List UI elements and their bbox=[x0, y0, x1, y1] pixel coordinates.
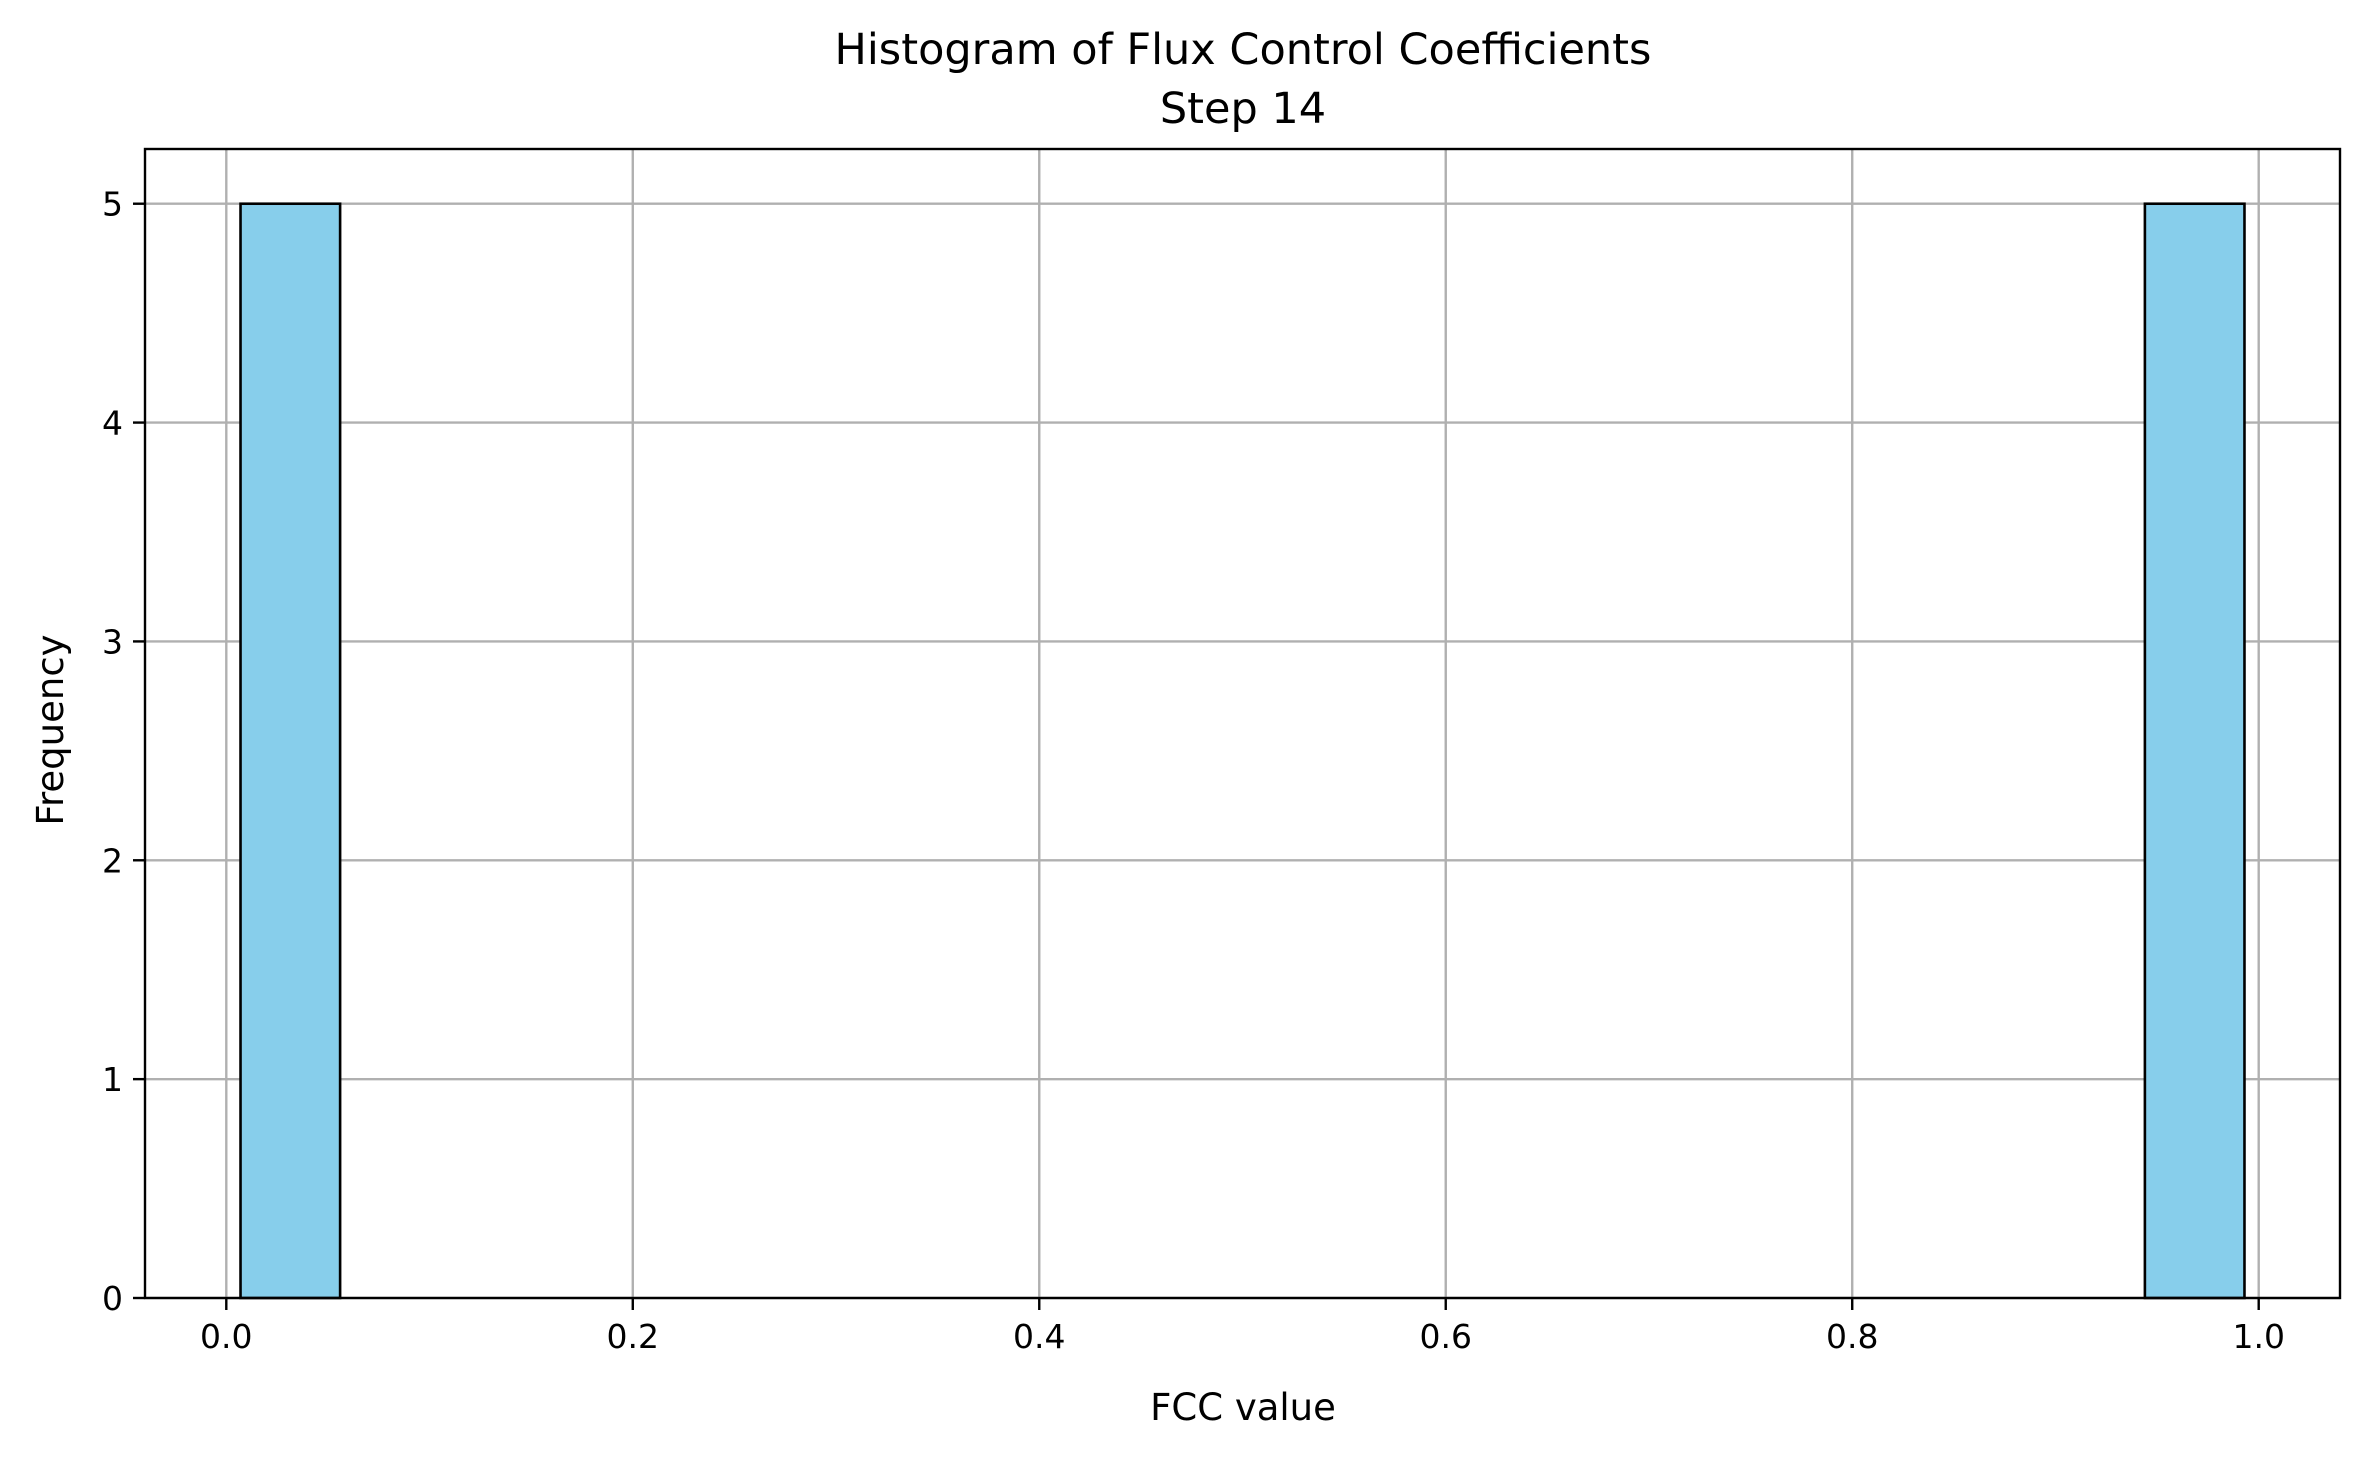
x-tick-label: 0.0 bbox=[200, 1317, 252, 1356]
y-tick-label: 1 bbox=[102, 1060, 123, 1099]
y-axis-ticks: 0 1 2 3 4 5 bbox=[102, 185, 145, 1318]
plot-frame bbox=[143, 147, 2342, 1300]
histogram-bar bbox=[2143, 202, 2246, 1300]
x-tick-label: 0.6 bbox=[1419, 1317, 1471, 1356]
y-tick-label: 5 bbox=[102, 185, 123, 224]
chart-subtitle: Step 14 bbox=[1160, 84, 1326, 134]
x-tick-label: 0.4 bbox=[1013, 1317, 1065, 1356]
x-tick-label: 0.2 bbox=[607, 1317, 659, 1356]
y-tick-label: 2 bbox=[102, 841, 123, 880]
y-axis-label: Frequency bbox=[29, 634, 72, 825]
x-tick-label: 1.0 bbox=[2232, 1317, 2284, 1356]
y-tick-label: 4 bbox=[102, 404, 123, 443]
y-tick-label: 3 bbox=[102, 622, 123, 661]
histogram-bar bbox=[239, 202, 342, 1300]
x-axis-ticks: 0.0 0.2 0.4 0.6 0.8 1.0 bbox=[200, 1298, 2285, 1356]
y-tick-label: 0 bbox=[102, 1279, 123, 1318]
x-tick-label: 0.8 bbox=[1826, 1317, 1878, 1356]
histogram-bars bbox=[239, 202, 2246, 1300]
chart-title: Histogram of Flux Control Coefficients bbox=[835, 25, 1652, 75]
x-axis-label: FCC value bbox=[1150, 1386, 1336, 1429]
